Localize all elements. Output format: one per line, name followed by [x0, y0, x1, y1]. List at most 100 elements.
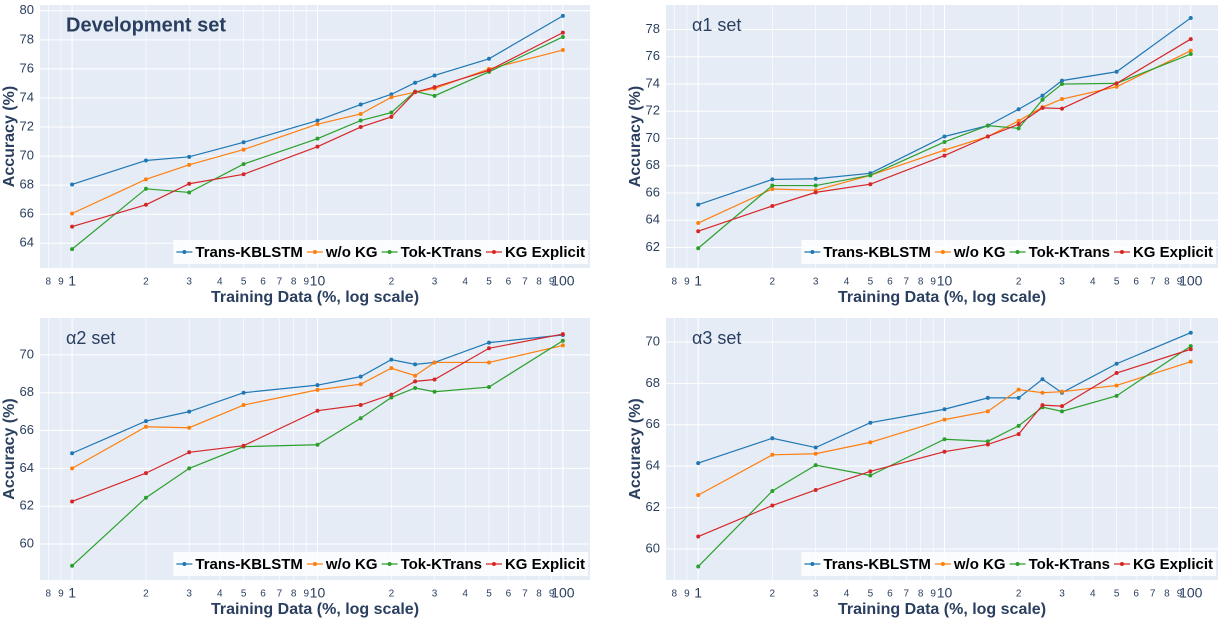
legend: Trans-KBLSTM w/o KG Tok-KTrans KG Explicit — [173, 240, 588, 264]
point — [942, 153, 947, 158]
x-tick-label: 9 — [930, 277, 936, 288]
point — [1016, 118, 1021, 123]
y-tick-label: 70 — [20, 346, 34, 361]
series-group — [696, 15, 1193, 251]
x-tick-label: 4 — [844, 589, 850, 600]
legend: Trans-KBLSTM w/o KG Tok-KTrans KG Explicit — [801, 240, 1216, 264]
y-tick-label: 70 — [646, 333, 660, 348]
x-tick-label: 3 — [813, 277, 819, 288]
legend-marker — [940, 250, 945, 254]
point — [241, 390, 246, 395]
point — [143, 419, 148, 424]
point — [358, 125, 363, 130]
y-tick-label: 76 — [20, 60, 34, 75]
point — [1016, 107, 1021, 112]
x-tick-label: 2 — [143, 589, 149, 600]
legend-label: KG Explicit — [505, 244, 585, 261]
y-tick-label: 64 — [20, 460, 34, 475]
x-tick-label: 6 — [887, 277, 893, 288]
x-tick-label: 2 — [389, 277, 395, 288]
point — [241, 162, 246, 167]
x-tick-label: 5 — [868, 589, 874, 600]
x-tick-label: 8 — [291, 589, 297, 600]
point — [696, 221, 701, 226]
point — [1188, 37, 1193, 42]
point — [358, 118, 363, 123]
point — [315, 383, 320, 388]
point — [241, 172, 246, 177]
plot-background — [40, 318, 590, 580]
x-tick-label: 6 — [260, 589, 266, 600]
point — [1040, 403, 1045, 408]
y-axis-title: Accuracy (%) — [1, 398, 18, 499]
legend: Trans-KBLSTM w/o KG Tok-KTrans KG Explicit — [173, 552, 588, 576]
x-axis-title: Training Data (%, log scale) — [838, 289, 1046, 306]
y-tick-label: 70 — [646, 130, 660, 145]
point — [413, 373, 418, 378]
point — [1059, 389, 1064, 394]
point — [770, 436, 775, 441]
point — [696, 246, 701, 251]
plot-background — [40, 5, 590, 268]
legend-label: Trans-KBLSTM — [195, 244, 303, 261]
x-tick-label: 2 — [143, 277, 149, 288]
legend-marker — [1015, 562, 1020, 566]
x-tick-label: 2 — [770, 277, 776, 288]
point — [389, 357, 394, 362]
point — [696, 461, 701, 466]
y-tick-label: 78 — [646, 21, 660, 36]
point — [942, 148, 947, 153]
point — [70, 224, 75, 229]
point — [560, 338, 565, 343]
point — [358, 416, 363, 421]
point — [770, 186, 775, 191]
point — [942, 134, 947, 139]
legend-marker — [387, 250, 392, 254]
x-tick-label: 7 — [1150, 589, 1156, 600]
x-tick-label: 10 — [937, 273, 953, 289]
point — [1016, 387, 1021, 392]
point — [143, 424, 148, 429]
y-tick-label: 74 — [20, 89, 34, 104]
x-tick-label: 8 — [1164, 277, 1170, 288]
x-tick-label: 9 — [58, 589, 64, 600]
point — [413, 362, 418, 367]
x-tick-label: 10 — [937, 585, 953, 601]
point — [486, 68, 491, 73]
y-tick-label: 66 — [20, 422, 34, 437]
legend-background — [801, 552, 1216, 576]
x-tick-label: 4 — [1090, 277, 1096, 288]
point — [868, 440, 873, 445]
point — [143, 471, 148, 476]
x-tick-label: 9 — [549, 589, 555, 600]
panel-title: α3 set — [692, 328, 741, 348]
y-tick-label: 66 — [20, 206, 34, 221]
x-tick-label: 4 — [217, 277, 223, 288]
point — [696, 493, 701, 498]
y-tick-label: 66 — [646, 184, 660, 199]
point — [1016, 122, 1021, 127]
point — [143, 158, 148, 163]
y-tick-label: 68 — [20, 177, 34, 192]
x-tick-label: 7 — [522, 589, 528, 600]
legend-label: KG Explicit — [1133, 556, 1213, 573]
x-tick-label: 3 — [1059, 589, 1065, 600]
point — [813, 190, 818, 195]
point — [358, 382, 363, 387]
point — [942, 437, 947, 442]
legend-marker — [1119, 250, 1124, 254]
y-tick-label: 80 — [20, 2, 34, 17]
y-tick-label: 64 — [20, 235, 34, 250]
x-tick-label: 9 — [1177, 277, 1183, 288]
legend-label: Tok-KTrans — [401, 556, 482, 573]
point — [560, 34, 565, 39]
point — [1059, 82, 1064, 87]
legend-marker — [1119, 562, 1124, 566]
x-axis-title: Training Data (%, log scale) — [211, 601, 419, 618]
x-tick-label: 5 — [868, 277, 874, 288]
x-tick-label: 8 — [918, 277, 924, 288]
x-tick-label: 3 — [186, 277, 192, 288]
x-axis-title: Training Data (%, log scale) — [838, 601, 1046, 618]
y-tick-label: 72 — [20, 118, 34, 133]
y-tick-label: 68 — [646, 157, 660, 172]
